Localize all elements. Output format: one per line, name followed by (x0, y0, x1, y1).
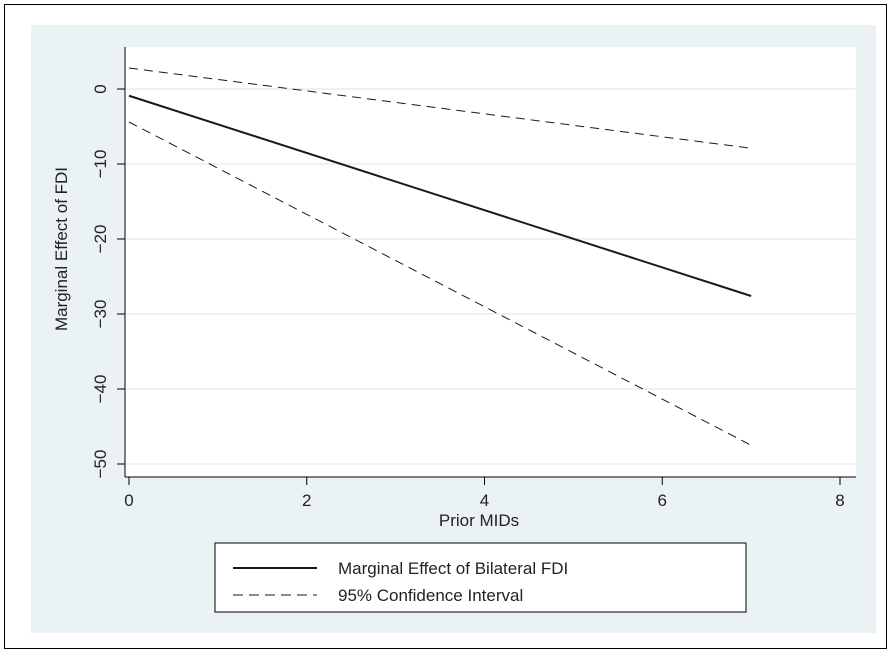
series-lines (128, 67, 752, 446)
y-axis-title: Marginal Effect of FDI (52, 167, 71, 331)
x-axis-title: Prior MIDs (439, 511, 519, 530)
plot-area (125, 47, 856, 477)
legend-label-effect: Marginal Effect of Bilateral FDI (338, 559, 568, 578)
axes (117, 47, 856, 485)
legend-box (214, 542, 747, 613)
y-tick-label: −30 (91, 300, 110, 329)
y-tick-label: −10 (91, 150, 110, 179)
legend-label-ci: 95% Confidence Interval (338, 586, 523, 605)
x-tick-label: 4 (480, 491, 489, 510)
x-tick-label: 6 (658, 491, 667, 510)
y-tick-label: −20 (91, 225, 110, 254)
x-tick-label: 0 (124, 491, 133, 510)
tick-labels: 0 −10 −20 −30 −40 −50 0 2 4 6 8 (91, 84, 845, 510)
y-tick-label: −50 (91, 450, 110, 479)
legend: Marginal Effect of Bilateral FDI 95% Con… (214, 542, 747, 613)
marginal-effect-chart: 0 −10 −20 −30 −40 −50 0 2 4 6 8 Prior MIDs Margina… (31, 25, 876, 633)
series-line-ci-lower (128, 121, 752, 446)
figure-frame: 0 −10 −20 −30 −40 −50 0 2 4 6 8 Prior MIDs Margina… (4, 4, 887, 649)
y-tick-label: 0 (91, 84, 110, 93)
series-line-effect (128, 94, 752, 297)
grid-lines (126, 88, 855, 465)
x-tick-label: 2 (302, 491, 311, 510)
y-tick-label: −40 (91, 375, 110, 404)
x-tick-label: 8 (835, 491, 844, 510)
